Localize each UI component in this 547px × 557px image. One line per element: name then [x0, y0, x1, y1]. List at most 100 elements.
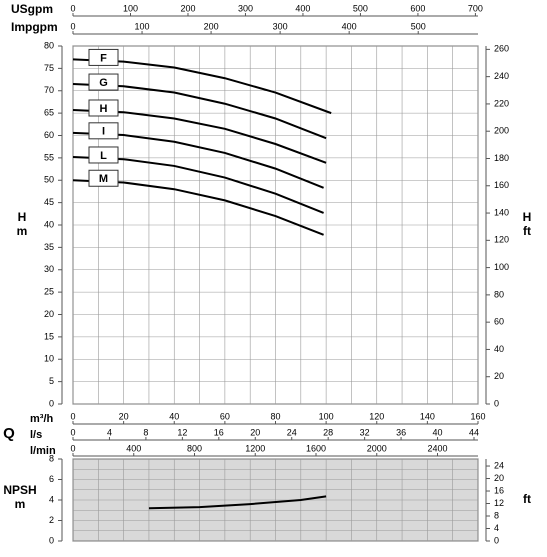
y2-tick-label: 120	[494, 235, 509, 245]
curve-label-box	[88, 73, 119, 91]
x-tick-label: 20	[250, 427, 260, 437]
y-tick-label: 55	[44, 152, 54, 162]
x-tick-label: 2400	[427, 443, 447, 453]
y2-tick-label: 260	[494, 44, 509, 54]
y-tick-label: 6	[49, 474, 54, 484]
x-tick-label: 24	[287, 427, 297, 437]
y2-axis-label: ft	[523, 492, 531, 506]
x-axis-name: l/min	[30, 445, 56, 457]
y2-tick-label: 16	[494, 485, 504, 495]
x-tick-label: 120	[369, 411, 384, 421]
y-tick-label: 25	[44, 287, 54, 297]
y-tick-label: 10	[44, 354, 54, 364]
y2-tick-label: 80	[494, 289, 504, 299]
y2-tick-label: 0	[494, 535, 499, 545]
x-axis-name: l/s	[30, 429, 42, 441]
y-tick-label: 20	[44, 309, 54, 319]
curve-label: L	[100, 150, 107, 162]
x-tick-label: 0	[70, 443, 75, 453]
curve-label: H	[100, 103, 108, 115]
x-tick-label: 36	[396, 427, 406, 437]
curve-label: F	[100, 52, 107, 64]
x-tick-label: 0	[70, 3, 75, 13]
y-tick-label: 75	[44, 63, 54, 73]
y2-tick-label: 4	[494, 523, 499, 533]
x-tick-label: 60	[220, 411, 230, 421]
y-tick-label: 15	[44, 331, 54, 341]
y-tick-label: 2	[49, 515, 54, 525]
y-axis-label: H	[18, 210, 27, 224]
x-axis-name: Impgpm	[11, 20, 58, 34]
x-tick-label: 100	[319, 411, 334, 421]
x-tick-label: 200	[204, 21, 219, 31]
x-tick-label: 0	[70, 411, 75, 421]
x-tick-label: 400	[342, 21, 357, 31]
y2-tick-label: 20	[494, 473, 504, 483]
y-tick-label: 40	[44, 219, 54, 229]
x-tick-label: 40	[433, 427, 443, 437]
x-tick-label: 0	[70, 427, 75, 437]
y-tick-label: 0	[49, 398, 54, 408]
y2-tick-label: 220	[494, 98, 509, 108]
y2-tick-label: 8	[494, 510, 499, 520]
y-axis-label: NPSH	[3, 483, 36, 497]
x-tick-label: 300	[273, 21, 288, 31]
y-tick-label: 65	[44, 108, 54, 118]
curve-label-box	[88, 169, 119, 187]
x-tick-label: 500	[411, 21, 426, 31]
x-tick-label: 80	[270, 411, 280, 421]
x-tick-label: 40	[169, 411, 179, 421]
x-tick-label: 44	[469, 427, 479, 437]
curve-label: I	[102, 126, 105, 138]
y-tick-label: 5	[49, 376, 54, 386]
y2-tick-label: 160	[494, 180, 509, 190]
x-tick-label: 1600	[306, 443, 326, 453]
y2-tick-label: 40	[494, 344, 504, 354]
x-tick-label: 800	[187, 443, 202, 453]
x-axis-name: USgpm	[11, 2, 53, 16]
y-axis-label: m	[17, 224, 28, 238]
y-tick-label: 4	[49, 494, 54, 504]
y-tick-label: 30	[44, 264, 54, 274]
curve-label: G	[99, 77, 108, 89]
x-tick-label: 28	[323, 427, 333, 437]
x-tick-label: 140	[420, 411, 435, 421]
x-tick-label: 600	[410, 3, 425, 13]
x-tick-label: 100	[135, 21, 150, 31]
x-tick-label: 0	[70, 21, 75, 31]
x-tick-label: 300	[238, 3, 253, 13]
y2-axis-label: ft	[523, 224, 531, 238]
y-axis-label: m	[15, 497, 26, 511]
curve	[148, 495, 327, 510]
y-tick-label: 60	[44, 130, 54, 140]
x-tick-label: 12	[177, 427, 187, 437]
y2-tick-label: 0	[494, 398, 499, 408]
y2-tick-label: 140	[494, 207, 509, 217]
y2-tick-label: 100	[494, 262, 509, 272]
y2-axis-label: H	[523, 210, 532, 224]
curve-label-box	[88, 122, 119, 140]
y2-tick-label: 60	[494, 317, 504, 327]
x-axis-name: m³/h	[30, 413, 54, 425]
x-tick-label: 160	[470, 411, 485, 421]
curve-label-box	[88, 48, 119, 66]
x-tick-label: 100	[123, 3, 138, 13]
curve-label: M	[99, 173, 108, 185]
y-tick-label: 50	[44, 175, 54, 185]
x-tick-label: 700	[468, 3, 483, 13]
y2-tick-label: 24	[494, 460, 504, 470]
y2-tick-label: 200	[494, 126, 509, 136]
x-tick-label: 400	[295, 3, 310, 13]
y-tick-label: 35	[44, 242, 54, 252]
y-tick-label: 70	[44, 85, 54, 95]
y-tick-label: 8	[49, 453, 54, 463]
x-axis-label: Q	[3, 425, 15, 442]
y2-tick-label: 180	[494, 153, 509, 163]
y2-tick-label: 240	[494, 71, 509, 81]
x-tick-label: 400	[126, 443, 141, 453]
x-tick-label: 200	[180, 3, 195, 13]
x-tick-label: 2000	[367, 443, 387, 453]
x-tick-label: 500	[353, 3, 368, 13]
curve-label-box	[88, 99, 119, 117]
x-tick-label: 20	[119, 411, 129, 421]
